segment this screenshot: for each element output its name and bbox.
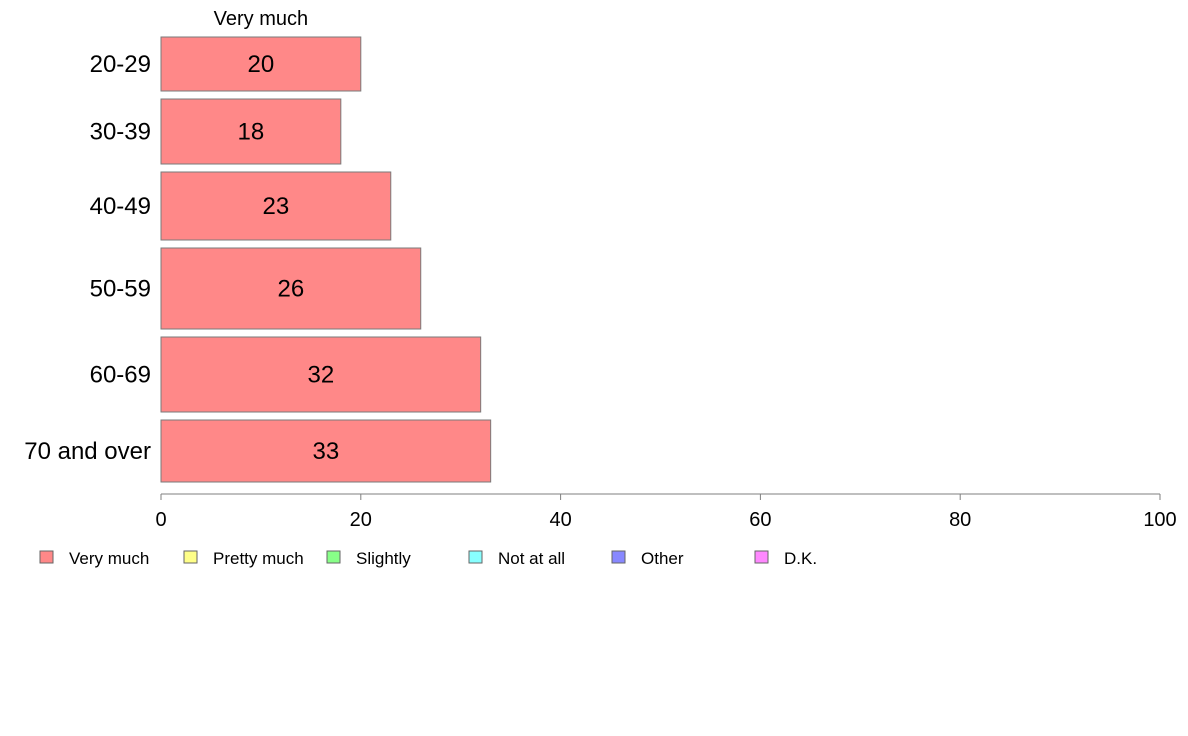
bar-50-59-series-0: [160, 247, 422, 330]
legend-swatch: [326, 550, 341, 564]
bar-value-label: 26: [278, 276, 305, 303]
legend-swatch: [754, 550, 769, 564]
category-labels-group: 20-29 30-39 40-49 50-59 60-69 70 and over: [24, 51, 151, 465]
bar-70-and-over-series-0: [160, 419, 492, 483]
legend-swatch: [468, 550, 483, 564]
x-tick-label: 0: [155, 509, 166, 531]
legend-label: Slightly: [356, 549, 411, 568]
x-tick-label: 80: [949, 509, 971, 531]
bar-value-label: 23: [263, 193, 290, 220]
legend-label: Not at all: [498, 549, 565, 568]
legend-label: Other: [641, 549, 684, 568]
x-tick-label: 20: [350, 509, 372, 531]
category-label: 40-49: [90, 193, 151, 220]
bar-value-label: 18: [238, 119, 265, 146]
bar-40-49-series-0: [160, 171, 392, 241]
category-label: 30-39: [90, 119, 151, 146]
bar-value-label: 33: [312, 438, 339, 465]
x-tick-label: 100: [1143, 509, 1176, 531]
legend: Very much Pretty much Slightly Not at all Ot…: [39, 549, 817, 568]
category-label: 70 and over: [24, 438, 151, 465]
x-tick-label: 60: [749, 509, 771, 531]
legend-swatch: [183, 550, 198, 564]
category-label: 50-59: [90, 276, 151, 303]
category-label: 60-69: [90, 362, 151, 389]
legend-label: Pretty much: [213, 549, 304, 568]
legend-swatch: [611, 550, 626, 564]
x-axis: 0 20 40 60 80 100: [155, 493, 1177, 531]
legend-label: D.K.: [784, 549, 817, 568]
bar-30-39-series-0: [160, 98, 342, 165]
x-tick-label: 40: [549, 509, 571, 531]
bars-group: 20 18 23 26 32 33: [160, 36, 492, 483]
bar-20-29-series-0: [160, 36, 362, 92]
legend-label: Very much: [69, 549, 149, 568]
bar-value-label: 32: [307, 362, 334, 389]
category-label: 20-29: [90, 51, 151, 78]
legend-swatch: [39, 550, 54, 564]
bar-value-label: 20: [248, 51, 275, 78]
series-header-label: Very much: [214, 8, 308, 30]
bar-60-69-series-0: [160, 336, 482, 413]
